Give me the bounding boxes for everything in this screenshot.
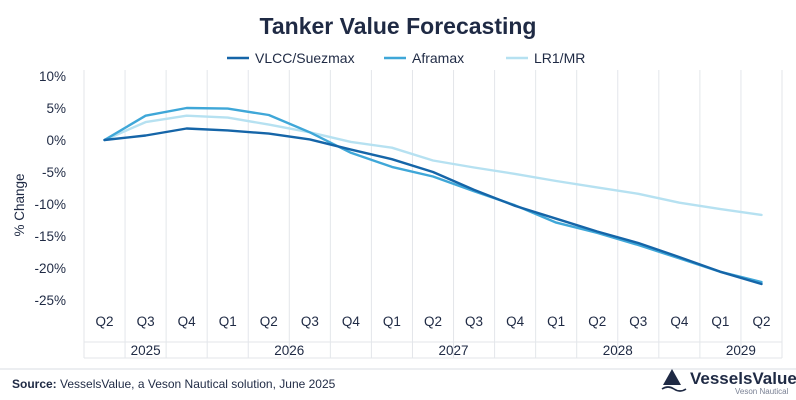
- y-axis-ticks: 10% 5% 0% -5% -10% -15% -20% -25%: [34, 69, 66, 308]
- legend-label: LR1/MR: [534, 50, 585, 66]
- source-note: Source: VesselsValue, a Veson Nautical s…: [12, 377, 336, 391]
- x-year-label: 2026: [274, 343, 304, 358]
- y-tick-label: 5%: [46, 101, 66, 116]
- x-tick-label: Q4: [670, 314, 689, 329]
- x-tick-label: Q1: [547, 314, 565, 329]
- brand-logo: VesselsValue Veson Nautical: [661, 369, 796, 396]
- legend-label: Aframax: [412, 50, 464, 66]
- source-text: VesselsValue, a Veson Nautical solution,…: [57, 377, 336, 391]
- x-tick-label: Q4: [178, 314, 197, 329]
- x-tick-label: Q3: [301, 314, 319, 329]
- y-axis-label: % Change: [12, 173, 27, 236]
- x-tick-label: Q3: [137, 314, 155, 329]
- x-tick-label: Q3: [629, 314, 647, 329]
- x-tick-label: Q2: [260, 314, 278, 329]
- chart-title: Tanker Value Forecasting: [260, 13, 537, 39]
- legend-item: VLCC/Suezmax: [227, 50, 355, 66]
- x-tick-label: Q2: [424, 314, 442, 329]
- series-lines: [103, 106, 763, 286]
- brand-name: VesselsValue: [690, 369, 796, 388]
- x-tick-label: Q3: [465, 314, 483, 329]
- y-tick-label: -15%: [34, 229, 66, 244]
- wave-logo-icon: [661, 369, 687, 392]
- x-year-label: 2029: [726, 343, 756, 358]
- x-tick-label: Q1: [219, 314, 237, 329]
- series-line-vlcc-suezmax: [103, 127, 763, 286]
- x-tick-label: Q2: [96, 314, 114, 329]
- x-tick-label: Q2: [752, 314, 770, 329]
- y-tick-label: -5%: [42, 165, 66, 180]
- x-tick-label: Q4: [342, 314, 361, 329]
- y-tick-label: 0%: [46, 133, 66, 148]
- x-axis: Q2 Q3 Q4 Q1 Q2 Q3 Q4 Q1 Q2 Q3 Q4 Q1 Q2 Q3 Q4 Q1 Q2 2025 20…: [96, 314, 771, 358]
- x-tick-label: Q1: [383, 314, 401, 329]
- y-tick-label: 10%: [39, 69, 66, 84]
- x-tick-label: Q2: [588, 314, 606, 329]
- y-tick-label: -25%: [34, 293, 66, 308]
- brand-sub: Veson Nautical: [735, 387, 789, 396]
- legend-label: VLCC/Suezmax: [255, 50, 355, 66]
- x-tick-label: Q4: [506, 314, 525, 329]
- x-tick-label: Q1: [711, 314, 729, 329]
- x-year-label: 2027: [439, 343, 469, 358]
- x-year-label: 2025: [131, 343, 161, 358]
- chart-legend: VLCC/Suezmax Aframax LR1/MR: [227, 50, 585, 66]
- x-year-label: 2028: [603, 343, 633, 358]
- source-label: Source:: [12, 377, 57, 391]
- legend-item: Aframax: [384, 50, 464, 66]
- legend-item: LR1/MR: [506, 50, 585, 66]
- y-tick-label: -10%: [34, 197, 66, 212]
- y-tick-label: -20%: [34, 261, 66, 276]
- series-line-lr1-mr: [103, 114, 763, 217]
- series-line-aframax: [103, 106, 763, 284]
